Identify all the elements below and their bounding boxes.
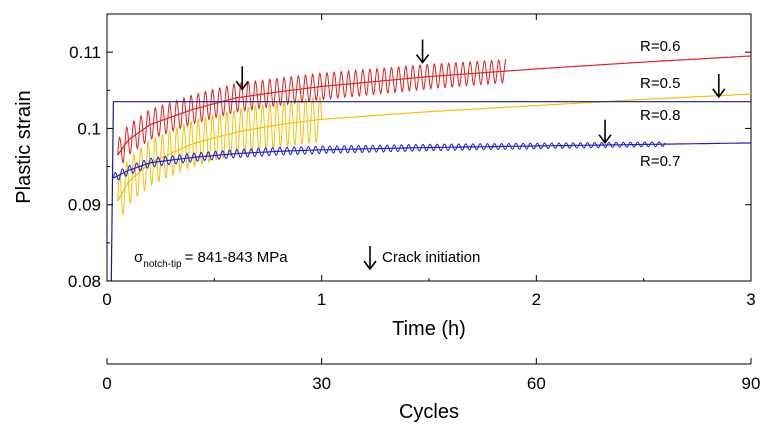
x-tick-label: 0: [102, 290, 111, 309]
x-tick-label: 1: [317, 290, 326, 309]
series-label-r05: R=0.5: [640, 75, 680, 92]
crack-legend-label: Crack initiation: [382, 249, 480, 266]
y-axis-title: Plastic strain: [13, 90, 35, 203]
x-tick-label: 3: [746, 290, 755, 309]
y-tick-label: 0.1: [77, 119, 101, 138]
y-tick-label: 0.09: [68, 196, 101, 215]
sigma-symbol: σ: [134, 249, 144, 266]
y-tick-label: 0.08: [68, 272, 101, 291]
series-trend-line: [107, 101, 751, 281]
sigma-annotation: σnotch-tip = 841-843 MPa: [134, 249, 288, 270]
series-label-r08: R=0.8: [640, 107, 680, 124]
y-tick-label: 0.11: [69, 43, 101, 62]
series-R=0.7: [112, 141, 751, 181]
cycles-tick-label: 0: [102, 374, 111, 393]
crack-legend-arrow-head: [363, 260, 377, 271]
crack-arrow: [415, 39, 430, 64]
series-R=0.5: [117, 93, 751, 217]
crack-arrow: [598, 119, 612, 145]
sigma-subscript: notch-tip: [143, 259, 182, 270]
crack-legend: Crack initiation: [363, 246, 480, 271]
series-cyclic-trace: [117, 58, 507, 164]
series-trend-line: [117, 93, 751, 202]
cycles-tick-label: 60: [527, 374, 546, 393]
svg-text:σnotch-tip= 841-843 MPa: σnotch-tip = 841-843 MPa: [134, 249, 288, 270]
cycles-tick-label: 90: [742, 374, 761, 393]
crack-arrow: [712, 73, 726, 99]
series-cyclic-trace: [112, 141, 666, 181]
crack-arrow: [235, 66, 249, 91]
cycles-tick-label: 30: [312, 374, 331, 393]
series-cyclic-trace: [117, 96, 323, 217]
series-trend-line: [117, 55, 751, 156]
series-label-r07: R=0.7: [640, 153, 680, 170]
x-axis-title: Time (h): [392, 318, 466, 340]
sigma-value: = 841-843 MPa: [185, 249, 289, 266]
cycles-axis-title: Cycles: [399, 401, 459, 423]
series-R=0.8: [107, 101, 751, 281]
series-label-r06: R=0.6: [640, 38, 680, 55]
x-tick-label: 2: [532, 290, 541, 309]
